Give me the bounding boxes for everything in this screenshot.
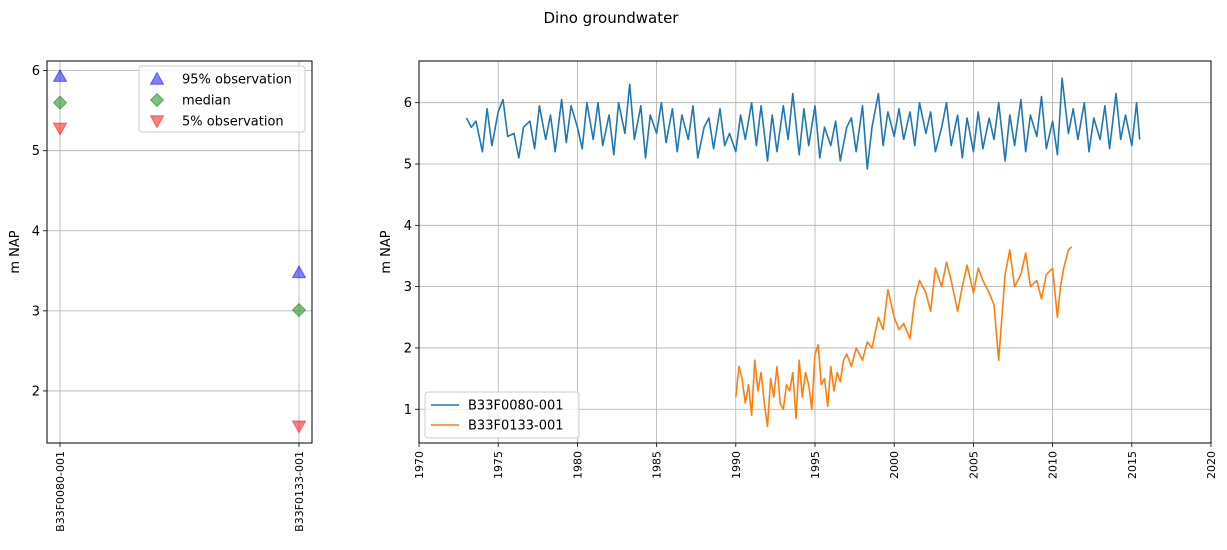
left-data-point <box>52 68 68 82</box>
left-legend-marker <box>149 92 165 108</box>
right-legend-box <box>424 391 580 439</box>
left-y-axis-label: m NAP <box>8 230 23 273</box>
right-x-tick-label: 1995 <box>809 451 822 479</box>
right-x-tick-label: 1975 <box>492 451 505 479</box>
right-y-tick-label: 4 <box>404 219 412 234</box>
left-legend: 95% observation median 5% observation <box>138 65 306 133</box>
right-x-tick-label: 1985 <box>651 451 664 479</box>
series-line <box>735 246 1073 428</box>
left-y-tick-label: 6 <box>32 64 40 79</box>
left-data-point <box>52 95 68 110</box>
left-legend-marker <box>149 115 165 129</box>
right-y-tick-label: 6 <box>404 96 412 111</box>
left-y-tick-label: 3 <box>32 304 40 319</box>
right-x-tick-label: 2015 <box>1126 451 1139 479</box>
left-legend-label: median <box>182 94 231 109</box>
left-x-tick-label: B33F0080-001 <box>54 451 67 532</box>
right-axes-ticks: 1 2 3 4 5 6 1970 1975 1980 1985 1990 1995 2000 2005 20… <box>404 96 1218 479</box>
left-data-point <box>52 122 68 136</box>
figure-title: Dino groundwater <box>544 9 680 27</box>
right-x-tick-label: 2010 <box>1047 451 1060 479</box>
left-data-point <box>291 420 307 434</box>
left-y-tick-label: 4 <box>32 224 40 239</box>
series-line <box>465 77 1141 170</box>
left-data-point <box>291 302 307 318</box>
right-y-tick-label: 2 <box>404 341 412 356</box>
left-axes-markers <box>52 68 307 434</box>
left-x-tick-label: B33F0133-001 <box>293 451 306 532</box>
right-legend-label: B33F0080-001 <box>468 399 564 414</box>
left-axes-frame <box>46 60 313 444</box>
right-x-tick-label: 2000 <box>888 451 901 479</box>
left-data-point <box>291 264 307 279</box>
right-x-tick-label: 2020 <box>1205 451 1218 479</box>
left-legend-label: 95% observation <box>182 73 292 88</box>
right-y-axis-label: m NAP <box>379 230 394 273</box>
right-x-tick-label: 1980 <box>571 451 584 479</box>
left-summary-axes: 2 3 4 5 6 B33F0080-001 B33F0133-001 m NAP 95% … <box>8 60 313 532</box>
right-x-tick-label: 1970 <box>413 451 426 479</box>
left-y-tick-label: 5 <box>32 144 40 159</box>
right-x-tick-label: 2005 <box>967 451 980 479</box>
right-y-tick-label: 1 <box>404 403 412 418</box>
left-legend-box <box>138 65 306 133</box>
right-y-tick-label: 3 <box>404 280 412 295</box>
left-legend-label: 5% observation <box>182 115 284 130</box>
right-x-tick-label: 1990 <box>730 451 743 479</box>
left-axes-ticks: 2 3 4 5 6 B33F0080-001 B33F0133-001 <box>32 64 306 532</box>
right-legend-label: B33F0133-001 <box>468 419 564 434</box>
left-y-tick-label: 2 <box>32 384 40 399</box>
left-legend-marker <box>149 71 165 85</box>
right-timeseries-axes: 1 2 3 4 5 6 1970 1975 1980 1985 1990 1995 2000 2005 20… <box>379 60 1218 479</box>
right-axes-lines <box>465 77 1141 428</box>
right-y-tick-label: 5 <box>404 158 412 173</box>
right-legend: B33F0080-001 B33F0133-001 <box>424 391 580 439</box>
